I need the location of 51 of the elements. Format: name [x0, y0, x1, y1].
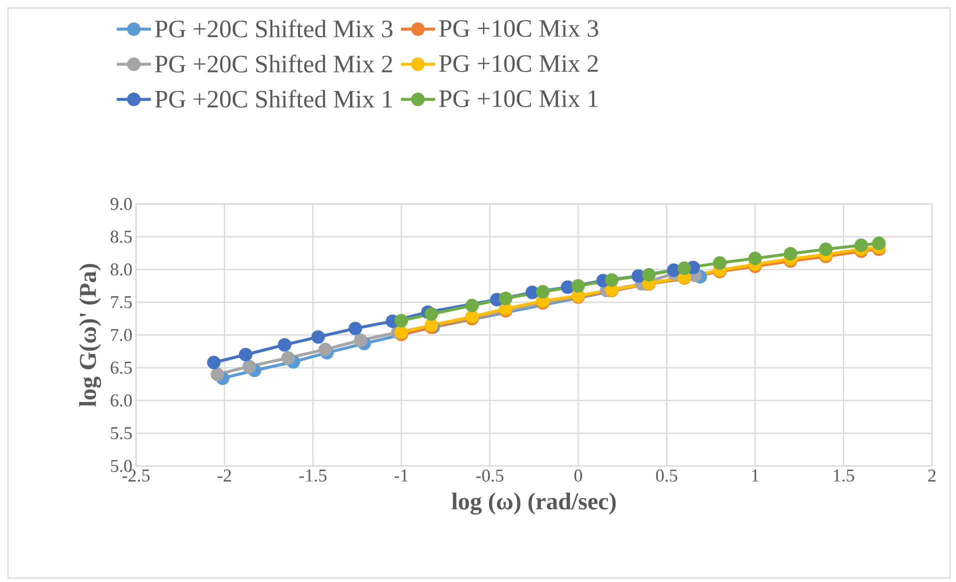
point: [498, 292, 512, 306]
x-tick-label: 0: [574, 470, 582, 482]
point: [536, 285, 550, 299]
x-tick-label: -0.5: [476, 470, 504, 482]
legend-label: PG +20C Shifted Mix 3: [155, 20, 392, 38]
point: [424, 307, 438, 321]
point: [348, 322, 362, 336]
point: [678, 261, 692, 275]
point: [278, 338, 292, 352]
point: [354, 333, 368, 347]
y-tick-label: 7.5: [111, 296, 132, 308]
point: [465, 298, 479, 312]
x-tick-label: -1: [394, 470, 408, 482]
point: [242, 360, 256, 374]
x-tick-label: -2: [218, 470, 231, 482]
x-tick-label: 0.5: [656, 470, 678, 482]
point: [784, 247, 798, 261]
point: [210, 368, 224, 382]
point: [642, 268, 656, 282]
y-tick-label: 6.5: [110, 362, 132, 374]
point: [854, 238, 868, 252]
point: [394, 314, 408, 328]
point: [311, 330, 325, 344]
point: [712, 256, 726, 270]
point: [238, 348, 252, 362]
x-axis-title: log (ω) (rad/sec): [452, 492, 616, 515]
point: [666, 263, 680, 277]
point: [872, 236, 886, 250]
legend-label: PG +10C Mix 3: [439, 20, 598, 37]
legend-label: PG +20C Shifted Mix 1: [155, 90, 392, 108]
x-tick-label: 2: [928, 470, 936, 482]
y-tick-label: 6.0: [110, 394, 132, 407]
point: [281, 351, 295, 365]
y-tick-label: 5.5: [111, 427, 132, 440]
point: [819, 242, 833, 256]
legend-label: PG +20C Shifted Mix 2: [155, 54, 392, 73]
point: [207, 356, 221, 370]
x-tick-label: 1.5: [834, 470, 854, 482]
legend-label: PG +10C Mix 2: [439, 55, 598, 72]
point: [748, 252, 762, 266]
x-tick-label: -1.5: [299, 470, 326, 482]
point: [571, 279, 585, 293]
x-tick-label: 1: [752, 470, 759, 482]
point: [318, 342, 332, 356]
y-tick-label: 8.5: [110, 230, 132, 243]
y-tick-label: 9.0: [110, 198, 132, 210]
y-axis-title: log G(ω)' (Pa): [79, 264, 102, 407]
y-tick-label: 8.0: [110, 263, 132, 276]
point: [605, 273, 619, 287]
legend-label: PG +10C Mix 1: [439, 90, 598, 108]
y-tick-label: 7.0: [111, 328, 132, 342]
